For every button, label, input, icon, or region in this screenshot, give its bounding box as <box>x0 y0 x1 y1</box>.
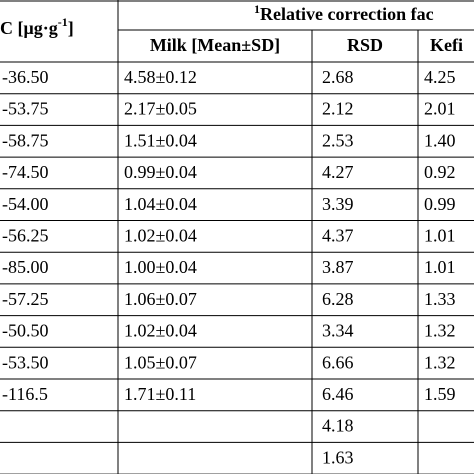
cell: 1.00±0.04 <box>124 257 197 277</box>
group-header: 1Relative correction fac <box>254 2 434 24</box>
column-header: Milk [Mean±SD] <box>150 35 280 55</box>
cell: -50.50 <box>2 321 49 341</box>
cell: 1.02±0.04 <box>124 321 197 341</box>
cell: 4.27 <box>322 162 354 182</box>
cell: 3.87 <box>322 257 354 277</box>
cell: 2.68 <box>322 67 354 87</box>
cell: -85.00 <box>2 257 49 277</box>
cell: 2.53 <box>322 130 354 150</box>
column-header: Kefi <box>430 35 463 55</box>
cell: 6.46 <box>322 384 354 404</box>
cell: -116.5 <box>2 384 48 404</box>
cell: 4.25 <box>424 67 456 87</box>
cell: 1.63 <box>322 447 354 467</box>
column-header: RSD <box>347 35 383 55</box>
cell: 1.32 <box>424 352 456 372</box>
cell: -74.50 <box>2 162 49 182</box>
cell: 0.99 <box>424 194 456 214</box>
cell: 3.39 <box>322 194 354 214</box>
cell: 1.02±0.04 <box>124 225 197 245</box>
cell: 2.12 <box>322 99 354 119</box>
group-note: 1 <box>254 2 260 16</box>
unit-main: C [μg·g <box>0 18 58 38</box>
cell: 1.51±0.04 <box>124 130 197 150</box>
unit-sup: -1 <box>58 15 68 29</box>
cell: -56.25 <box>2 225 49 245</box>
cell: 1.59 <box>424 384 456 404</box>
cell: 1.01 <box>424 257 456 277</box>
cell: 1.04±0.04 <box>124 194 197 214</box>
cell: 6.28 <box>322 289 354 309</box>
cell: 1.33 <box>424 289 456 309</box>
cell: 1.40 <box>424 130 456 150</box>
cell: -36.50 <box>2 67 49 87</box>
cell: 1.06±0.07 <box>124 289 197 309</box>
cell: 0.99±0.04 <box>124 162 197 182</box>
cell: 4.18 <box>322 416 354 436</box>
cell: 6.66 <box>322 352 354 372</box>
cell: 4.58±0.12 <box>124 67 197 87</box>
cell: -53.75 <box>2 99 49 119</box>
cell: 1.32 <box>424 321 456 341</box>
cell: 1.71±0.11 <box>124 384 196 404</box>
cell: -54.00 <box>2 194 49 214</box>
cell: -57.25 <box>2 289 49 309</box>
unit-header: C [μg·g-1] <box>0 15 74 38</box>
cell: 2.01 <box>424 99 456 119</box>
cell: 3.34 <box>322 321 354 341</box>
cell: 2.17±0.05 <box>124 99 197 119</box>
cell: -58.75 <box>2 130 49 150</box>
group-title: Relative correction fac <box>260 4 434 24</box>
cell: -53.50 <box>2 352 49 372</box>
unit-end: ] <box>68 18 74 38</box>
cell: 4.37 <box>322 225 354 245</box>
cell: 0.92 <box>424 162 456 182</box>
cell: 1.01 <box>424 225 456 245</box>
cell: 1.05±0.07 <box>124 352 197 372</box>
